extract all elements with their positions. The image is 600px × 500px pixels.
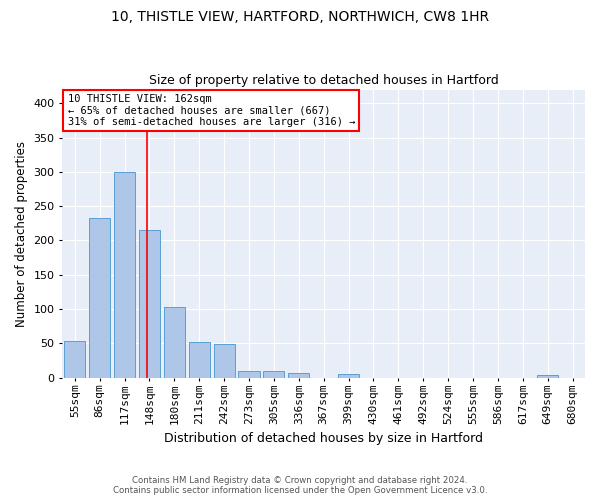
Bar bbox=[188, 342, 210, 378]
Bar bbox=[214, 344, 235, 378]
Y-axis label: Number of detached properties: Number of detached properties bbox=[15, 140, 28, 326]
Text: 10 THISTLE VIEW: 162sqm
← 65% of detached houses are smaller (667)
31% of semi-d: 10 THISTLE VIEW: 162sqm ← 65% of detache… bbox=[68, 94, 355, 127]
Bar bbox=[288, 374, 310, 378]
Bar bbox=[114, 172, 135, 378]
Bar bbox=[338, 374, 359, 378]
Bar bbox=[238, 371, 260, 378]
Text: 10, THISTLE VIEW, HARTFORD, NORTHWICH, CW8 1HR: 10, THISTLE VIEW, HARTFORD, NORTHWICH, C… bbox=[111, 10, 489, 24]
Bar bbox=[139, 230, 160, 378]
Bar bbox=[263, 372, 284, 378]
Title: Size of property relative to detached houses in Hartford: Size of property relative to detached ho… bbox=[149, 74, 499, 87]
Bar bbox=[64, 342, 85, 378]
Bar bbox=[164, 307, 185, 378]
Bar bbox=[537, 375, 558, 378]
Text: Contains HM Land Registry data © Crown copyright and database right 2024.
Contai: Contains HM Land Registry data © Crown c… bbox=[113, 476, 487, 495]
X-axis label: Distribution of detached houses by size in Hartford: Distribution of detached houses by size … bbox=[164, 432, 483, 445]
Bar bbox=[89, 218, 110, 378]
